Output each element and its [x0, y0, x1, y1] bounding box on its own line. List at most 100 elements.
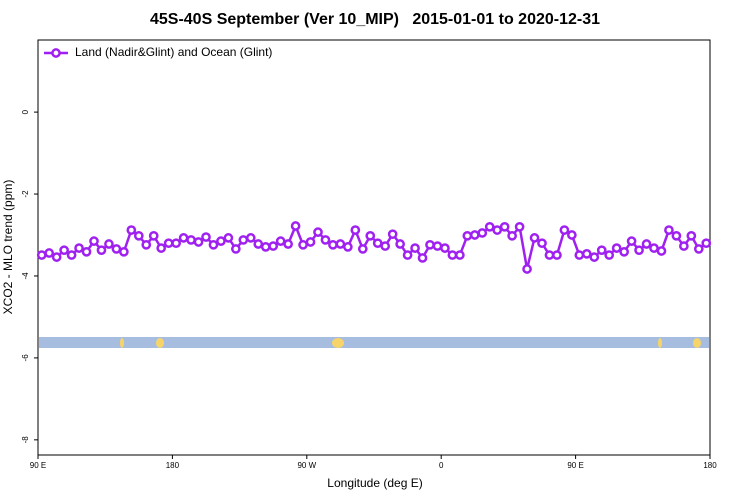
data-point	[365, 230, 376, 241]
data-point	[126, 225, 137, 235]
data-point	[186, 235, 196, 245]
data-point	[36, 250, 47, 260]
data-point	[619, 246, 629, 257]
data-point	[559, 225, 570, 235]
y-tick-label: -8	[21, 436, 30, 444]
land-patch	[332, 338, 344, 348]
data-point	[245, 233, 256, 243]
data-point	[492, 225, 503, 235]
data-point	[626, 236, 637, 247]
x-tick-label: 180	[166, 461, 180, 470]
data-point	[335, 239, 346, 249]
data-point	[148, 230, 159, 241]
legend-label: Land (Nadir&Glint) and Ocean (Glint)	[75, 45, 272, 59]
data-point	[74, 243, 84, 253]
ocean-strip	[39, 337, 709, 348]
data-point	[156, 243, 167, 253]
data-point	[313, 227, 323, 237]
data-point	[440, 243, 450, 253]
x-tick-label: 180	[703, 461, 717, 470]
data-point	[268, 241, 279, 251]
data-point	[275, 236, 286, 247]
data-point	[59, 245, 69, 256]
data-point	[537, 238, 547, 249]
data-point	[552, 250, 562, 260]
data-point	[343, 242, 353, 252]
data-point	[484, 221, 495, 232]
data-point	[133, 230, 144, 241]
data-point	[290, 221, 301, 231]
data-point	[96, 245, 107, 256]
y-tick-label: -2	[21, 190, 30, 198]
data-point	[611, 243, 622, 253]
data-point	[357, 244, 368, 254]
x-axis-label: Longitude (deg E)	[327, 476, 422, 490]
data-point	[238, 235, 249, 245]
data-point	[469, 230, 480, 240]
data-point	[231, 244, 241, 254]
data-point	[141, 239, 152, 250]
x-tick-label: 90 E	[567, 461, 583, 470]
data-point	[104, 239, 114, 249]
land-patch	[693, 338, 701, 348]
data-point	[664, 225, 674, 235]
data-point	[432, 241, 443, 251]
data-point	[507, 230, 517, 241]
data-point	[649, 243, 659, 253]
data-point	[417, 253, 428, 263]
data-point	[260, 242, 271, 252]
data-point	[298, 239, 308, 250]
data-point	[634, 245, 644, 256]
data-point	[372, 238, 383, 249]
data-point	[455, 250, 465, 260]
data-point	[544, 250, 555, 260]
data-point	[604, 250, 615, 260]
data-point	[44, 248, 55, 258]
data-point	[171, 238, 181, 249]
x-tick-label: 0	[439, 461, 444, 470]
data-point	[111, 244, 122, 254]
land-patch	[156, 338, 164, 348]
chart-title: 45S-40S September (Ver 10_MIP) 2015-01-0…	[150, 11, 600, 28]
land-patch	[658, 338, 662, 348]
data-point	[410, 243, 420, 253]
data-point	[402, 250, 413, 260]
y-tick-label: -6	[21, 354, 30, 362]
y-tick-label: -4	[21, 272, 30, 280]
data-point	[283, 239, 293, 249]
data-point	[671, 230, 682, 241]
x-tick-label: 90 W	[297, 461, 316, 470]
data-point	[567, 230, 577, 240]
data-point	[395, 239, 405, 249]
data-point	[350, 225, 361, 235]
data-point	[596, 245, 607, 256]
data-point	[201, 232, 211, 242]
x-tick-label: 90 E	[30, 461, 46, 470]
data-point	[119, 246, 129, 257]
data-point	[193, 237, 204, 247]
data-point	[679, 241, 689, 251]
data-point	[574, 250, 585, 260]
data-point	[320, 235, 331, 245]
data-point	[447, 250, 458, 260]
data-point	[163, 238, 174, 249]
data-point	[701, 238, 712, 249]
data-point	[462, 230, 473, 241]
data-point	[656, 246, 667, 256]
data-point	[380, 241, 391, 251]
data-point	[305, 237, 316, 247]
data-point	[253, 239, 264, 249]
data-point	[641, 239, 652, 249]
data-point	[387, 229, 398, 240]
land-patch	[120, 338, 124, 348]
data-point	[477, 228, 488, 238]
legend-marker	[51, 48, 61, 58]
data-point	[51, 252, 62, 262]
data-point	[178, 233, 189, 243]
data-point	[208, 239, 219, 250]
data-point	[66, 250, 77, 260]
data-point	[589, 252, 600, 262]
data-point	[529, 233, 540, 243]
data-point	[425, 239, 435, 250]
